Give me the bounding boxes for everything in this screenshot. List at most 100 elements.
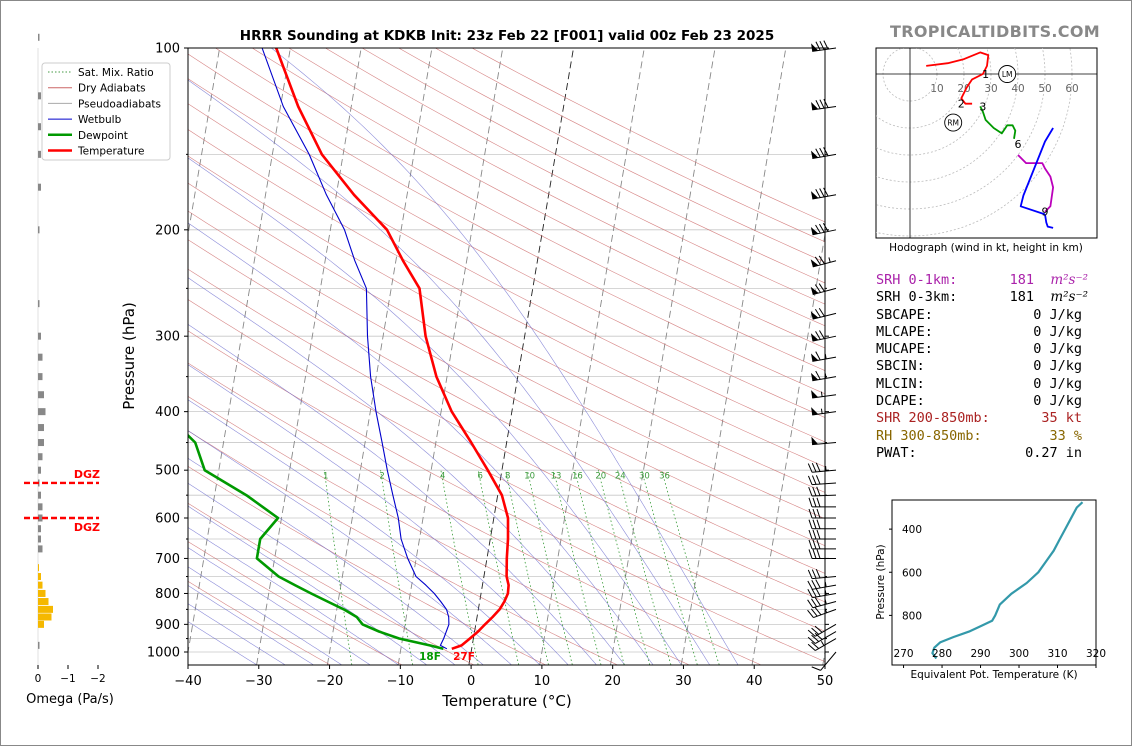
barb-full	[816, 497, 821, 507]
omega-bar	[38, 535, 41, 543]
barb-full	[808, 519, 813, 529]
stat-label: SRH 0-3km:	[876, 289, 958, 306]
barb-full	[815, 579, 821, 589]
barb-full	[812, 539, 817, 550]
mixing-ratio-label: 30	[639, 471, 650, 481]
barb-half	[820, 408, 823, 414]
barb-flag	[810, 259, 819, 267]
theta-e-y-tick-label: 600	[902, 567, 922, 579]
wind-barb	[808, 519, 836, 530]
wind-barb	[807, 631, 837, 644]
wind-barb	[807, 579, 837, 590]
barb-full	[812, 519, 817, 529]
wind-barb	[807, 569, 837, 580]
mixing-ratio-label: 6	[478, 471, 483, 481]
barb-full	[807, 589, 813, 598]
omega-bar	[38, 408, 46, 416]
wind-barb	[810, 255, 837, 268]
moist-adiabat	[188, 222, 654, 665]
theta-e-y-tick-label: 400	[902, 524, 922, 536]
barb-full	[823, 98, 829, 108]
omega-bar	[38, 453, 43, 461]
barb-full	[816, 539, 821, 550]
legend-entry: Dry Adiabats	[78, 83, 146, 95]
y-tick-label: 100	[155, 42, 180, 57]
barb-full	[823, 147, 829, 156]
omega-bar	[38, 391, 44, 399]
hodograph-ring-label: 40	[1011, 83, 1024, 95]
omega-bar	[38, 300, 40, 308]
series-wetbulb	[261, 48, 450, 650]
barb-full	[811, 475, 817, 485]
dry-adiabat	[188, 362, 761, 665]
legend-entry: Temperature	[77, 146, 145, 158]
barb-full	[816, 529, 821, 540]
omega-bar	[38, 525, 41, 533]
moist-adiabat	[188, 399, 540, 665]
wind-barb	[810, 307, 837, 320]
barb-full	[815, 370, 821, 380]
mixing-ratio-label: 2	[379, 471, 384, 481]
isotherm	[610, 48, 716, 665]
barb-staff	[812, 356, 837, 362]
stats-panel: SRH 0-1km: 181 m²s⁻² SRH 0-3km: 181 m²s⁻² SBCA…	[876, 272, 1096, 462]
wind-barb	[808, 497, 836, 508]
mixing-ratio-line	[553, 470, 602, 665]
y-tick-label: 300	[155, 330, 180, 345]
barb-full	[811, 580, 817, 589]
hodograph-height-label: 6	[1015, 138, 1022, 151]
skewt-background	[188, 48, 825, 665]
wind-barb	[807, 462, 837, 473]
barb-full	[808, 529, 813, 540]
barb-full	[811, 634, 820, 642]
barb-full	[815, 331, 821, 340]
barb-full	[811, 588, 817, 598]
barb-full	[814, 597, 821, 606]
wind-barb	[807, 587, 837, 599]
stat-label: SBCAPE:	[876, 306, 933, 323]
hodograph-frame	[875, 47, 1098, 239]
omega-bar	[38, 491, 41, 499]
omega-bar-positive	[38, 620, 44, 628]
y-tick-label: 900	[155, 618, 180, 633]
barb-full	[815, 100, 821, 109]
omega-bar-positive	[38, 581, 43, 589]
y-tick-label: 1000	[147, 646, 180, 661]
hodograph-marker	[998, 65, 1017, 83]
hodograph-trace-red	[926, 51, 990, 105]
dry-adiabat	[188, 182, 825, 520]
barb-full	[811, 627, 820, 635]
hodograph-trace-magenta	[1017, 154, 1054, 213]
barb-flag	[811, 150, 819, 159]
page-title: HRRR Sounding at KDKB Init: 23z Feb 22 […	[240, 28, 774, 44]
barb-full	[808, 508, 813, 519]
barb-staff	[811, 494, 837, 497]
y-tick-label: 600	[155, 512, 180, 527]
omega-x-tick-label: 0	[35, 673, 42, 685]
mixing-ratio-label: 8	[505, 471, 510, 481]
mixing-ratio-label: 10	[524, 471, 535, 481]
site-logo: TROPICALTIDBITS.COM	[890, 22, 1100, 41]
isotherm	[326, 48, 433, 665]
omega-bar-positive	[38, 573, 41, 581]
wind-barb	[808, 539, 836, 550]
stat-label: MLCIN:	[876, 375, 925, 392]
barb-full	[819, 147, 825, 157]
stat-row: MUCAPE: 0 J/kg	[876, 341, 1096, 358]
dry-adiabat	[188, 78, 825, 418]
stat-row: SBCIN: 0 J/kg	[876, 358, 1096, 375]
theta-e-xlabel: Equivalent Pot. Temperature (K)	[910, 669, 1077, 681]
barb-full	[814, 632, 823, 640]
moist-adiabat	[188, 364, 569, 665]
barb-flag	[811, 191, 819, 199]
barb-full	[819, 330, 825, 339]
dry-adiabat	[188, 430, 618, 665]
hodograph-height-label: 1	[982, 68, 989, 81]
barb-full	[814, 284, 821, 293]
isotherm	[539, 48, 645, 665]
wind-barb	[808, 529, 836, 540]
isotherm	[397, 48, 504, 665]
dry-adiabat	[188, 103, 825, 443]
mixing-ratio-line	[661, 470, 720, 665]
theta-e-line	[931, 501, 1084, 660]
